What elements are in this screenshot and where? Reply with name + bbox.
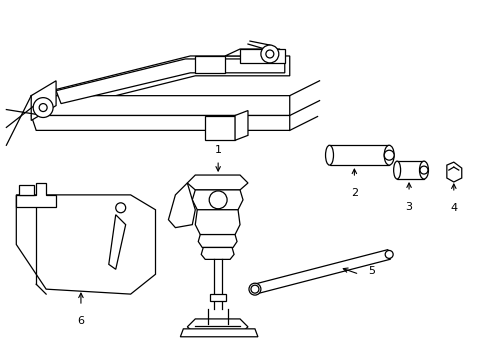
Polygon shape <box>329 145 388 165</box>
Polygon shape <box>187 175 247 190</box>
Ellipse shape <box>419 161 427 179</box>
Polygon shape <box>201 247 234 260</box>
Text: 2: 2 <box>350 188 357 198</box>
Polygon shape <box>168 183 195 228</box>
Ellipse shape <box>385 251 392 258</box>
Text: 4: 4 <box>449 203 456 213</box>
Polygon shape <box>235 111 247 140</box>
Text: 5: 5 <box>367 266 374 276</box>
Circle shape <box>384 150 393 160</box>
Circle shape <box>39 104 47 112</box>
Polygon shape <box>240 49 284 63</box>
Ellipse shape <box>393 161 400 179</box>
Polygon shape <box>192 190 243 210</box>
Circle shape <box>419 166 427 174</box>
Text: 1: 1 <box>214 145 221 155</box>
Polygon shape <box>108 215 125 269</box>
Polygon shape <box>31 96 289 116</box>
Ellipse shape <box>248 283 261 295</box>
Polygon shape <box>446 162 461 182</box>
Polygon shape <box>19 185 34 195</box>
Polygon shape <box>31 81 56 121</box>
Circle shape <box>265 50 273 58</box>
Circle shape <box>261 45 278 63</box>
Ellipse shape <box>325 145 333 165</box>
Polygon shape <box>195 210 240 235</box>
Circle shape <box>250 285 258 293</box>
Circle shape <box>209 191 226 209</box>
Polygon shape <box>210 294 225 301</box>
Polygon shape <box>16 183 56 207</box>
Polygon shape <box>396 161 423 179</box>
Polygon shape <box>187 319 247 334</box>
Text: 6: 6 <box>77 316 84 326</box>
Polygon shape <box>56 59 284 104</box>
Polygon shape <box>224 49 279 56</box>
Polygon shape <box>195 56 224 73</box>
Polygon shape <box>198 235 237 247</box>
Polygon shape <box>31 56 289 116</box>
Polygon shape <box>180 329 257 337</box>
Polygon shape <box>205 116 235 140</box>
Text: 3: 3 <box>405 202 412 212</box>
Polygon shape <box>16 195 155 294</box>
Polygon shape <box>31 116 289 130</box>
Circle shape <box>33 98 53 117</box>
Circle shape <box>116 203 125 213</box>
Polygon shape <box>253 249 389 294</box>
Ellipse shape <box>384 145 393 165</box>
